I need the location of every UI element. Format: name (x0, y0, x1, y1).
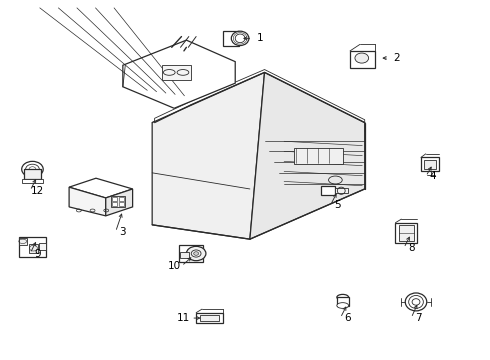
Text: 4: 4 (430, 171, 437, 181)
Bar (112, 202, 118, 206)
Polygon shape (152, 72, 365, 173)
Polygon shape (69, 187, 106, 216)
Bar (399, 225, 414, 241)
Ellipse shape (186, 246, 206, 261)
Bar (223, 31, 239, 45)
Bar (119, 197, 124, 201)
Bar (111, 196, 125, 207)
Text: 6: 6 (344, 313, 351, 323)
Text: 7: 7 (415, 313, 422, 323)
Text: 1: 1 (256, 33, 263, 43)
Bar (350, 51, 375, 68)
Bar (180, 252, 189, 258)
Text: 10: 10 (168, 261, 181, 271)
Polygon shape (69, 178, 133, 198)
Bar (294, 148, 343, 164)
Bar (39, 243, 46, 250)
Bar (19, 237, 46, 257)
Text: 8: 8 (408, 243, 415, 253)
Bar (112, 197, 118, 201)
Text: 11: 11 (177, 313, 191, 323)
Bar (421, 157, 440, 171)
Polygon shape (123, 40, 235, 108)
Bar (424, 160, 436, 168)
Bar (162, 65, 191, 80)
Polygon shape (106, 189, 133, 216)
Bar (321, 186, 335, 195)
Ellipse shape (405, 293, 427, 311)
Bar (196, 313, 223, 323)
Ellipse shape (355, 53, 368, 63)
Bar (200, 315, 219, 321)
Bar (335, 188, 347, 193)
Ellipse shape (337, 294, 348, 300)
Polygon shape (152, 72, 265, 239)
Text: 9: 9 (34, 248, 41, 258)
Text: 2: 2 (393, 53, 400, 63)
Ellipse shape (231, 31, 249, 45)
Bar (28, 244, 38, 253)
Text: 5: 5 (335, 200, 341, 210)
Bar (19, 238, 26, 244)
Ellipse shape (22, 161, 43, 177)
Bar (24, 168, 41, 179)
Polygon shape (250, 72, 365, 239)
Bar (395, 223, 417, 243)
Bar (22, 179, 43, 183)
Text: 12: 12 (31, 186, 44, 196)
Bar (337, 297, 348, 306)
Bar (179, 244, 203, 262)
Ellipse shape (337, 303, 348, 309)
Ellipse shape (194, 252, 198, 255)
Polygon shape (155, 69, 365, 132)
Text: 3: 3 (120, 227, 126, 237)
Bar (119, 202, 124, 206)
